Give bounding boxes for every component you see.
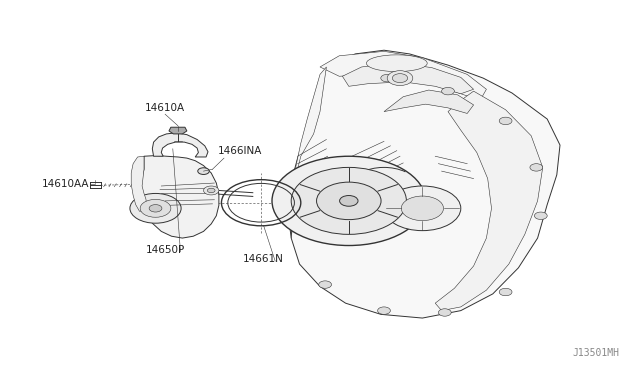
Polygon shape (291, 67, 326, 238)
Circle shape (381, 74, 394, 82)
Ellipse shape (367, 55, 428, 72)
Circle shape (317, 182, 381, 219)
Circle shape (530, 164, 543, 171)
Circle shape (534, 212, 547, 219)
Circle shape (204, 186, 219, 195)
Polygon shape (435, 91, 543, 311)
Circle shape (130, 193, 181, 223)
Circle shape (499, 117, 512, 125)
Polygon shape (169, 127, 187, 134)
Text: 14650P: 14650P (145, 245, 185, 255)
Polygon shape (384, 90, 474, 113)
Circle shape (378, 307, 390, 314)
Polygon shape (131, 156, 147, 211)
Polygon shape (141, 155, 219, 238)
Circle shape (442, 87, 454, 95)
Circle shape (499, 288, 512, 296)
Text: 1466INA: 1466INA (218, 146, 262, 156)
Circle shape (207, 188, 215, 193)
Circle shape (401, 196, 444, 221)
Circle shape (387, 71, 413, 86)
Polygon shape (152, 133, 208, 157)
Circle shape (384, 186, 461, 231)
Circle shape (340, 196, 358, 206)
Circle shape (291, 167, 406, 234)
Text: J13501MH: J13501MH (573, 348, 620, 358)
Circle shape (392, 74, 408, 83)
Circle shape (149, 205, 162, 212)
Text: 14610AA: 14610AA (42, 179, 89, 189)
Text: 14661N: 14661N (243, 254, 284, 264)
Circle shape (272, 156, 426, 246)
Polygon shape (342, 62, 474, 94)
Circle shape (319, 281, 332, 288)
Circle shape (438, 309, 451, 316)
Circle shape (140, 199, 171, 217)
Polygon shape (320, 51, 486, 100)
Polygon shape (288, 50, 560, 318)
Text: 14610A: 14610A (145, 103, 185, 113)
Circle shape (198, 168, 209, 174)
